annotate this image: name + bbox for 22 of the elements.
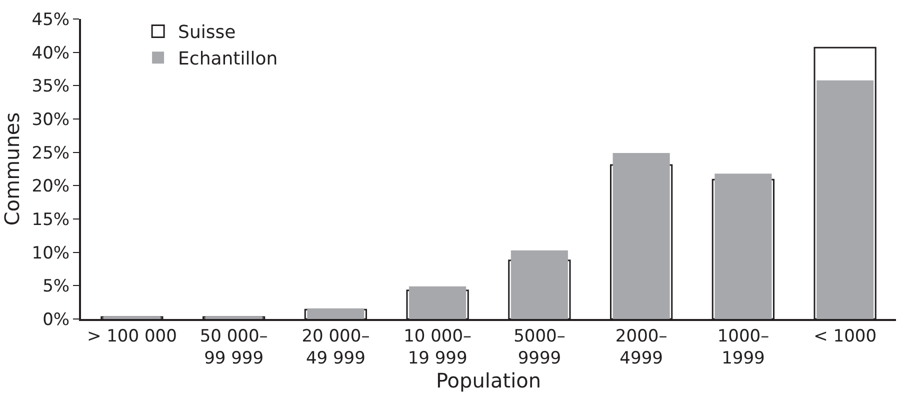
x-tick-label: 2000– 4999 bbox=[615, 326, 668, 368]
x-tick-label: 10 000– 19 999 bbox=[404, 326, 472, 368]
x-axis-title: Population bbox=[436, 368, 542, 392]
y-tick-label: 15% bbox=[32, 210, 70, 230]
x-tick-label: 5000– 9999 bbox=[514, 326, 566, 368]
x-tick-label: > 100 000 bbox=[86, 326, 177, 346]
y-tick-label: 20% bbox=[32, 176, 70, 197]
y-tick-label: 35% bbox=[32, 76, 70, 97]
legend-label: Suisse bbox=[178, 22, 236, 44]
y-tick-label: 25% bbox=[32, 143, 70, 164]
y-tick-label: 30% bbox=[32, 110, 70, 130]
x-tick-label: < 1000 bbox=[814, 326, 877, 346]
x-tick-label: 20 000– 49 999 bbox=[302, 326, 370, 368]
y-tick-label: 40% bbox=[32, 43, 70, 64]
x-tick-label: 1000– 1999 bbox=[717, 326, 770, 368]
y-axis-title: Communes bbox=[0, 112, 24, 226]
y-tick-label: 0% bbox=[42, 310, 70, 330]
y-tick-label: 10% bbox=[32, 243, 70, 264]
y-tick-label: 5% bbox=[42, 276, 70, 297]
x-tick-label: 50 000– 99 999 bbox=[200, 326, 268, 368]
y-tick-label: 45% bbox=[32, 10, 70, 30]
legend-label: Echantillon bbox=[178, 48, 278, 70]
